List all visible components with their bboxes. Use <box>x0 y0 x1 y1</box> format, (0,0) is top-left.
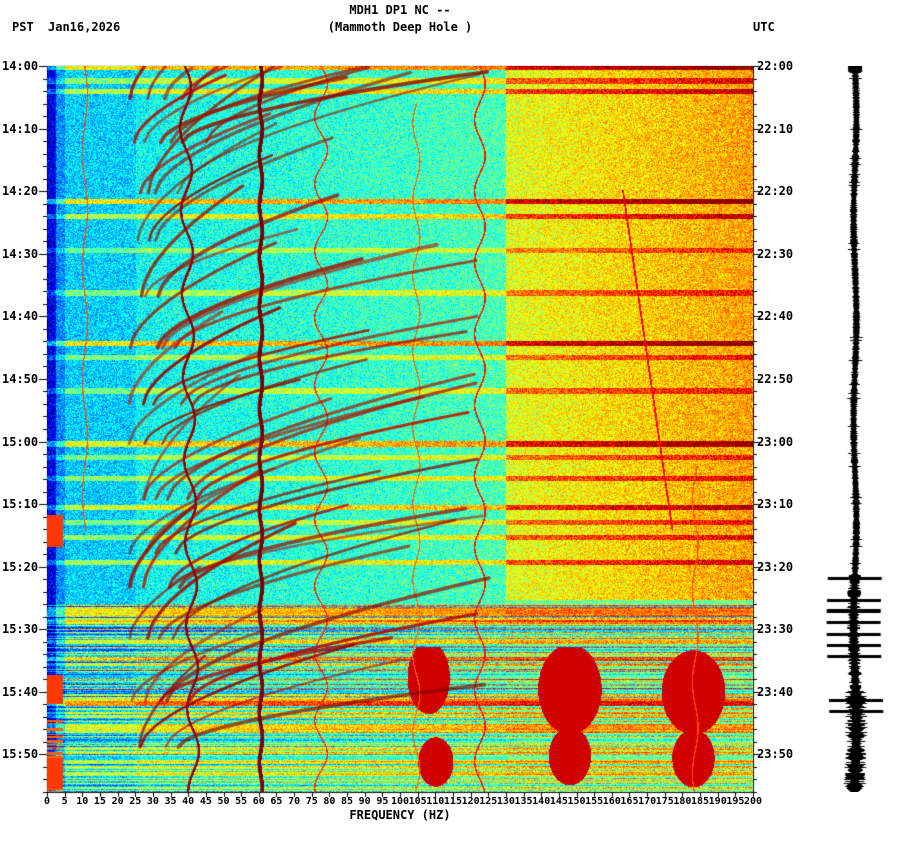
seismogram-trace <box>822 66 888 792</box>
date-label: Jan16,2026 <box>48 20 121 34</box>
station-title: MDH1 DP1 NC -- <box>349 3 451 17</box>
timezone-left-label: PST <box>12 20 34 34</box>
station-subtitle: (Mammoth Deep Hole ) <box>327 20 473 34</box>
spectrogram-heatmap <box>47 66 753 792</box>
timezone-right-label: UTC <box>753 20 775 34</box>
x-axis-title: FREQUENCY (HZ) <box>349 808 451 822</box>
